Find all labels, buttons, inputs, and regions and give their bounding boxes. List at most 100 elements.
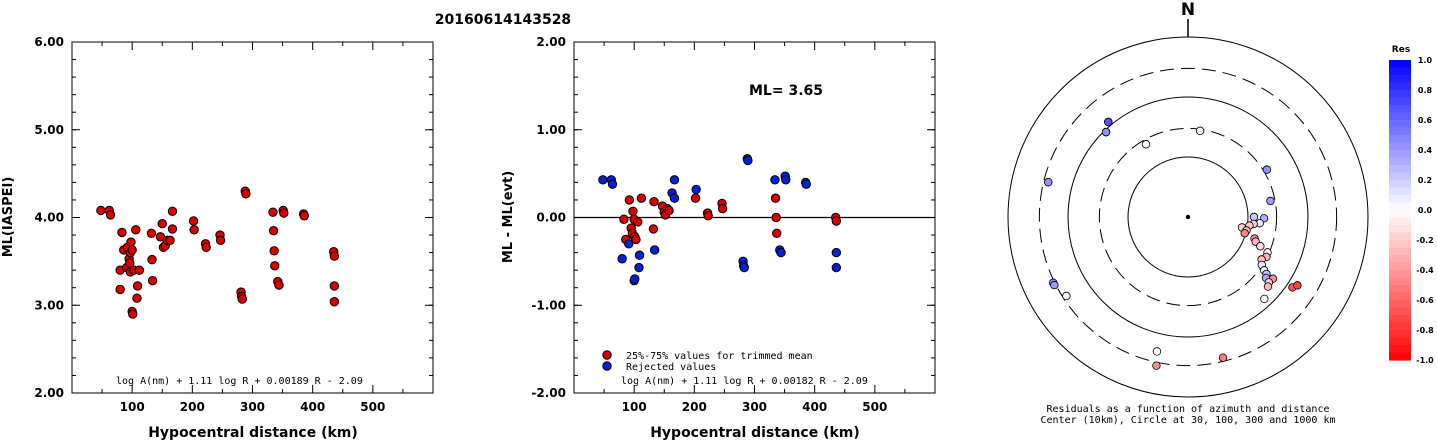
legend-marker-blue xyxy=(602,361,612,371)
colorbar-segment xyxy=(1389,337,1411,346)
colorbar-segment xyxy=(1389,67,1411,76)
panel1-point-red xyxy=(269,246,279,256)
panel2-point-blue xyxy=(607,179,618,189)
panel2-point-blue xyxy=(691,184,701,195)
panel1-ytick-label: 3.00 xyxy=(34,298,64,312)
colorbar-tick-label: -0.4 xyxy=(1416,266,1434,275)
range-ring-100km xyxy=(1067,96,1309,338)
panel1-point-red xyxy=(131,225,141,235)
panel2-ytick-label: 2.00 xyxy=(536,35,566,49)
range-ring-300km xyxy=(1038,67,1338,367)
panel2-point-blue xyxy=(630,274,640,284)
panel1-point-red xyxy=(132,293,142,303)
panel2-point-blue xyxy=(624,239,634,249)
panel2-point-blue xyxy=(743,155,753,166)
legend-label-rejected: Rejected values xyxy=(626,362,716,373)
colorbar-tick-label: 0.2 xyxy=(1418,176,1432,185)
colorbar-segment xyxy=(1389,150,1411,159)
panel1-point-red xyxy=(329,281,340,291)
station-marker xyxy=(1293,281,1302,290)
panel2-ytick-label: -2.00 xyxy=(531,386,566,400)
panel2-formula: log A(nm) + 1.11 log R + 0.00182 R - 2.0… xyxy=(621,376,868,387)
panel1-point-red xyxy=(215,235,226,246)
panel1-point-red xyxy=(128,309,138,319)
colorbar-tick-label: -0.2 xyxy=(1416,236,1434,245)
panel1-point-red xyxy=(189,225,199,235)
colorbar-segment xyxy=(1389,217,1411,226)
station-marker xyxy=(1195,126,1205,136)
panel1-point-red xyxy=(96,205,106,216)
panel1-point-red xyxy=(201,242,211,253)
station-marker xyxy=(1050,280,1059,290)
panel2-point-red xyxy=(636,193,647,203)
colorbar-segment xyxy=(1389,60,1411,69)
panel2-point-red xyxy=(690,193,701,203)
colorbar-tick-label: -1.0 xyxy=(1416,356,1434,365)
colorbar-title: Res xyxy=(1392,45,1410,55)
panel2-point-blue xyxy=(669,175,680,185)
figure-title: 20160614143528 xyxy=(435,12,571,28)
station-marker xyxy=(1104,117,1113,127)
panel2-point-blue xyxy=(598,175,608,185)
panel1-point-red xyxy=(270,261,280,271)
colorbar-segment xyxy=(1389,247,1411,256)
station-marker xyxy=(1263,282,1273,291)
colorbar-segment xyxy=(1389,120,1411,129)
colorbar-segment xyxy=(1389,225,1411,234)
panel2-point-blue xyxy=(617,254,627,264)
station-marker xyxy=(1249,212,1259,222)
panel1-point-red xyxy=(134,265,145,275)
panel2-point-blue xyxy=(739,262,749,273)
panel2-annotation: ML= 3.65 xyxy=(749,83,823,99)
panel1-xtick-label: 500 xyxy=(360,400,385,414)
panel2-ytick-label: 0.00 xyxy=(536,211,566,225)
panel2-point-red xyxy=(648,224,659,234)
panel1-point-red xyxy=(165,235,175,246)
colorbar-tick-label: 0.0 xyxy=(1418,206,1433,215)
legend-marker-red xyxy=(602,350,612,360)
polar-caption-line2: Center (10km), Circle at 30, 100, 300 an… xyxy=(1040,415,1335,426)
colorbar-segment xyxy=(1389,75,1411,84)
panel2-point-blue xyxy=(831,247,842,258)
panel1-ytick-label: 5.00 xyxy=(34,123,64,137)
station-marker xyxy=(1262,165,1272,174)
range-ring-10km xyxy=(1127,156,1249,278)
panel1-xlabel: Hypocentral distance (km) xyxy=(148,425,358,441)
panel1-point-red xyxy=(188,216,199,226)
station-marker xyxy=(1218,353,1228,362)
panel2-point-red xyxy=(770,193,781,203)
colorbar-segment xyxy=(1389,112,1411,121)
panel2-point-blue xyxy=(770,175,780,185)
colorbar-segment xyxy=(1389,105,1411,114)
panel1-point-red xyxy=(237,294,247,304)
panel1-point-red xyxy=(105,210,116,220)
panel2-point-red xyxy=(772,228,782,238)
station-marker xyxy=(1152,361,1161,370)
colorbar-segment xyxy=(1389,187,1411,196)
panel1-point-red xyxy=(268,207,278,217)
panel1-point-red xyxy=(126,237,136,247)
colorbar-segment xyxy=(1389,195,1411,204)
panel2-point-blue xyxy=(634,262,644,273)
colorbar-segment xyxy=(1389,240,1411,249)
colorbar-segment xyxy=(1389,262,1411,271)
panel2-point-blue xyxy=(634,250,645,260)
epicenter-marker xyxy=(1185,214,1191,220)
panel1-point-red xyxy=(115,284,125,295)
panel1-ytick-label: 2.00 xyxy=(34,386,64,400)
north-label: N xyxy=(1181,0,1195,20)
colorbar-segment xyxy=(1389,307,1411,316)
panel1-point-red xyxy=(268,225,279,236)
panel1-point-red xyxy=(167,206,178,217)
panel2-ytick-label: 1.00 xyxy=(536,123,566,137)
colorbar-segment xyxy=(1389,315,1411,324)
colorbar-segment xyxy=(1389,277,1411,286)
panel2-xtick-label: 500 xyxy=(862,400,887,414)
panel2-point-blue xyxy=(649,245,660,255)
panel2-point-blue xyxy=(781,175,791,185)
panel1-xtick-label: 300 xyxy=(240,400,265,414)
colorbar-segment xyxy=(1389,300,1411,309)
colorbar-segment xyxy=(1389,330,1411,339)
colorbar-tick-label: 0.8 xyxy=(1418,86,1433,95)
colorbar-segment xyxy=(1389,165,1411,174)
